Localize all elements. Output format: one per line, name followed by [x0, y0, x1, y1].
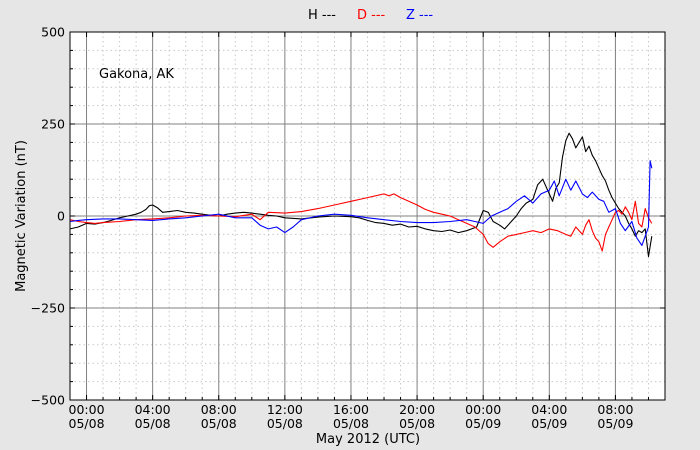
legend-entry-z: Z ---	[406, 8, 433, 23]
x-tick-date-label: 05/08	[69, 416, 105, 431]
x-tick-time-label: 00:00	[465, 402, 501, 417]
axis-ticks: 5002500−250−50000:0005/0804:0005/0808:00…	[31, 25, 666, 431]
x-tick-date-label: 05/09	[531, 416, 567, 431]
x-axis-label: May 2012 (UTC)	[316, 432, 420, 447]
y-tick-label: −250	[31, 301, 65, 316]
x-tick-time-label: 00:00	[69, 402, 105, 417]
series-line-z	[69, 160, 653, 246]
x-tick-time-label: 04:00	[135, 402, 171, 417]
x-tick-time-label: 12:00	[267, 402, 303, 417]
x-tick-date-label: 05/08	[135, 416, 171, 431]
y-tick-label: 500	[41, 25, 65, 40]
x-tick-time-label: 08:00	[597, 402, 633, 417]
y-axis-label: Magnetic Variation (nT)	[14, 140, 29, 292]
legend: H --- D --- Z ---	[308, 8, 433, 23]
station-label: Gakona, AK	[99, 67, 174, 82]
x-tick-date-label: 05/08	[201, 416, 237, 431]
x-tick-date-label: 05/08	[333, 416, 369, 431]
x-tick-time-label: 20:00	[399, 402, 435, 417]
x-tick-date-label: 05/09	[597, 416, 633, 431]
series-lines	[69, 132, 653, 258]
legend-entry-h: H ---	[308, 8, 336, 23]
legend-entry-d: D ---	[357, 8, 386, 23]
x-tick-time-label: 04:00	[531, 402, 567, 417]
grid	[69, 32, 666, 400]
x-tick-time-label: 08:00	[201, 402, 237, 417]
series-line-h	[69, 132, 653, 258]
y-tick-label: 250	[41, 117, 65, 132]
x-tick-date-label: 05/09	[465, 416, 501, 431]
x-tick-time-label: 16:00	[333, 402, 369, 417]
x-tick-date-label: 05/08	[267, 416, 303, 431]
x-tick-date-label: 05/08	[399, 416, 435, 431]
y-tick-label: 0	[57, 209, 65, 224]
y-tick-label: −500	[31, 393, 65, 408]
